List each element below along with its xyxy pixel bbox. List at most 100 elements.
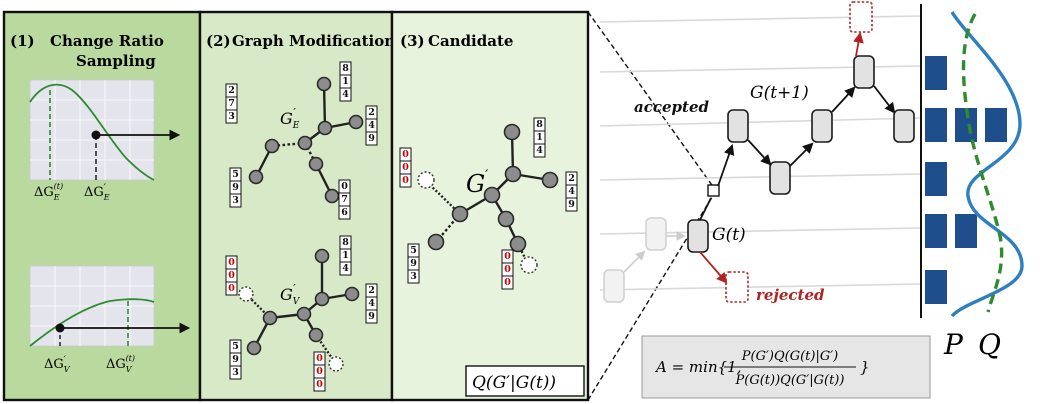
q-distribution-curve (950, 11, 1024, 318)
panel-1-title-line-2: Sampling (76, 52, 156, 70)
graph-node (308, 327, 324, 343)
vector-digit: 8 (342, 237, 349, 248)
graph-node (297, 135, 313, 151)
node-ratio-tick-sampled: ΔGV′ (44, 355, 71, 374)
panel-change-ratio-sampling: (1) Change Ratio Sampling ΔGE(t) (2, 10, 202, 402)
vector-digit: 4 (342, 263, 349, 274)
graph-node (308, 156, 324, 172)
vector-digit: 9 (368, 311, 375, 322)
vector-digit: 8 (536, 119, 543, 130)
feature-vector-right: 2 4 9 (365, 283, 378, 324)
feature-vector-zeroed: 0 0 0 (399, 147, 412, 188)
removed-node (520, 256, 538, 274)
vector-digit: 1 (342, 76, 349, 87)
vector-digit: 4 (536, 145, 543, 156)
candidate-junction (707, 184, 720, 197)
graph-node (314, 248, 330, 264)
vector-digit: 0 (402, 175, 409, 186)
past-transition-arrow (623, 250, 646, 273)
vector-digit: 0 (316, 353, 323, 364)
panel-2-number: (2) (206, 32, 231, 50)
chain-state-box (811, 109, 833, 143)
feature-vector-top-right: 8 1 4 (339, 235, 352, 276)
feature-vector-bottom-left: 5 9 3 (229, 339, 242, 380)
graph-node (541, 171, 559, 189)
vector-digit: 5 (232, 169, 239, 180)
chain-arrow (747, 139, 772, 166)
distribution-bars (925, 56, 1007, 304)
edge-modified-graph: GE′ 2 7 3 8 1 4 2 (225, 61, 378, 220)
feature-vector-zeroed: 0 0 0 (313, 351, 326, 392)
edge-ratio-plot: ΔGE(t) ΔGE′ (29, 79, 181, 202)
vector-digit: 8 (342, 63, 349, 74)
vector-digit: 7 (341, 194, 348, 205)
vector-digit: 0 (504, 264, 511, 275)
edge-ratio-density-curve (29, 83, 155, 181)
chain-state-box (893, 109, 915, 143)
vector-digit: 0 (228, 283, 235, 294)
vector-digit: 0 (504, 251, 511, 262)
node-ratio-tick-current: ΔGV(t) (106, 354, 135, 374)
graph-node (503, 123, 521, 141)
candidate-graph-label: G′ (466, 168, 489, 198)
removed-node (417, 171, 435, 189)
distribution-bar (925, 162, 947, 196)
distribution-bar (925, 108, 947, 142)
vector-digit: 5 (232, 341, 239, 352)
vector-digit: 3 (228, 111, 235, 122)
node-ratio-density-curve (29, 298, 155, 347)
node-ratio-sample-point (55, 323, 65, 333)
feature-vector-top-left: 2 7 3 (225, 83, 238, 124)
chain-arrow (789, 142, 814, 167)
edge-ratio-tick-sampled: ΔGE′ (84, 183, 110, 202)
distribution-bar (925, 56, 947, 90)
rejected-candidate-box (849, 1, 873, 33)
feature-vector-right: 2 4 9 (365, 105, 378, 146)
past-state-box (603, 269, 625, 303)
vector-digit: 4 (368, 120, 375, 131)
vector-digit: 1 (342, 250, 349, 261)
p-distribution-curve (961, 13, 1004, 313)
distribution-bar (955, 214, 977, 248)
vector-digit: 9 (232, 182, 239, 193)
feature-vector-right: 2 4 9 (565, 171, 578, 212)
node-ratio-plot-grid (30, 266, 154, 346)
graph-node (246, 340, 262, 356)
panel-1-title-line-1: Change Ratio (50, 32, 164, 50)
panel-2-title: Graph Modification (232, 32, 395, 50)
reject-arrow (853, 31, 864, 57)
vector-digit: 0 (316, 366, 323, 377)
graph-node (483, 186, 501, 204)
rejected-candidate-box (725, 271, 749, 303)
next-state-box (727, 109, 749, 143)
vector-digit: 4 (342, 89, 349, 100)
removed-node (328, 356, 344, 372)
acceptance-formula: A = min{1, P(G′)Q(G(t)|G′) P(G(t))Q(G′|G… (641, 335, 931, 399)
vector-digit: 0 (402, 149, 409, 160)
reject-arrow (699, 251, 728, 284)
accept-arrow (717, 143, 735, 187)
vector-digit: 3 (410, 271, 417, 282)
panel-candidate: (3) Candidate G′ (390, 10, 590, 402)
graph-node (317, 120, 333, 136)
vector-digit: 0 (228, 270, 235, 281)
accepted-label: accepted (634, 98, 709, 116)
p-axis-label: P (943, 328, 964, 361)
vector-digit: 2 (568, 173, 575, 184)
chain-state-box (853, 55, 875, 89)
next-state-label: G(t+1) (750, 83, 809, 103)
panel-3-background (390, 10, 590, 402)
vector-digit: 4 (368, 298, 375, 309)
vector-digit: 3 (232, 195, 239, 206)
acceptance-formula-lhs: A = min{1, (654, 358, 741, 376)
vector-digit: 0 (341, 181, 348, 192)
graph-node (344, 286, 360, 302)
node-modified-graph: GV′ 0 0 0 8 1 4 2 (225, 235, 378, 392)
chain-background-lines (599, 15, 921, 291)
graph-node (348, 114, 364, 130)
graph-e-label: GE′ (280, 106, 300, 131)
vector-digit: 4 (568, 186, 575, 197)
graph-node (314, 291, 330, 307)
vector-digit: 7 (228, 98, 235, 109)
